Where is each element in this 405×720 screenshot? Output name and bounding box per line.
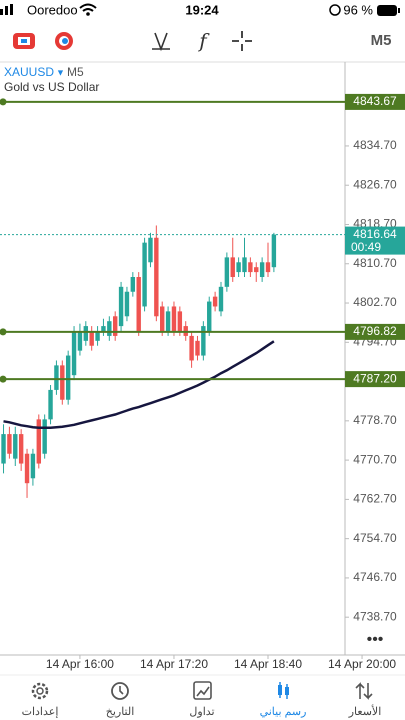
candle-body bbox=[265, 262, 271, 273]
level-label: 4796.82 bbox=[353, 324, 397, 338]
objects-button[interactable] bbox=[152, 32, 170, 52]
candle-body bbox=[13, 434, 18, 459]
y-tick-label: 4754.70 bbox=[353, 531, 397, 545]
candle-body bbox=[65, 355, 71, 400]
candle-body bbox=[254, 267, 259, 273]
candle-body bbox=[24, 453, 30, 484]
candle-body bbox=[30, 453, 36, 479]
y-tick-label: 4770.70 bbox=[353, 452, 397, 466]
carrier: Ooredoo bbox=[27, 2, 78, 17]
chart-timeframe: M5 bbox=[67, 65, 84, 79]
x-tick-label: 14 Apr 16:00 bbox=[46, 657, 114, 671]
symbol[interactable]: XAUUSD bbox=[4, 65, 54, 79]
candle-body bbox=[154, 237, 159, 317]
nav-label[interactable]: التاريخ bbox=[106, 706, 135, 718]
current-price-box bbox=[345, 226, 405, 255]
candle-body bbox=[107, 321, 112, 336]
candle-body bbox=[224, 257, 230, 287]
bottom-nav bbox=[0, 674, 405, 700]
candle-body bbox=[230, 257, 235, 278]
battery-percent: 96 % bbox=[343, 2, 373, 17]
level-label-box bbox=[345, 93, 405, 110]
candle-body bbox=[160, 306, 165, 332]
candle-body bbox=[271, 234, 277, 268]
toolbar: f M5 bbox=[13, 29, 391, 53]
candle-body bbox=[212, 296, 218, 307]
candle-body bbox=[71, 331, 77, 376]
candle-body bbox=[207, 301, 212, 332]
x-tick-label: 14 Apr 20:00 bbox=[328, 657, 396, 671]
candle-body bbox=[142, 242, 147, 307]
nav-label[interactable]: تداول bbox=[189, 706, 214, 718]
candle-body bbox=[89, 331, 94, 346]
functions-button[interactable]: f bbox=[197, 29, 210, 53]
candle-body bbox=[118, 286, 124, 327]
candle-body bbox=[242, 257, 247, 273]
symbol-description: Gold vs US Dollar bbox=[4, 80, 99, 94]
candle-body bbox=[136, 277, 141, 332]
menu-dots[interactable]: ••• bbox=[367, 631, 384, 648]
candle-body bbox=[130, 277, 136, 292]
level-label-box bbox=[345, 371, 405, 388]
clock: 19:24 bbox=[185, 2, 219, 17]
candle-body bbox=[42, 419, 47, 454]
candle-body bbox=[124, 291, 130, 317]
level-label: 4787.20 bbox=[353, 371, 397, 385]
svg-text:▼: ▼ bbox=[56, 67, 65, 77]
candle-body bbox=[259, 262, 265, 278]
y-tick-label: 4762.70 bbox=[353, 492, 397, 506]
candle-body bbox=[148, 237, 153, 263]
candle-body bbox=[36, 419, 41, 464]
nav-label[interactable]: إعدادات bbox=[22, 706, 59, 718]
x-tick-label: 14 Apr 17:20 bbox=[140, 657, 208, 671]
nav-label[interactable]: رسم بياني bbox=[260, 706, 307, 718]
level-handle bbox=[0, 375, 7, 383]
level-label: 4843.67 bbox=[353, 94, 397, 108]
candle-body bbox=[195, 340, 200, 356]
candle-body bbox=[83, 326, 89, 341]
bar-countdown: 00:49 bbox=[351, 240, 381, 254]
y-tick-label: 4834.70 bbox=[353, 138, 397, 152]
candle-body bbox=[77, 331, 83, 351]
y-tick-label: 4738.70 bbox=[353, 609, 397, 623]
y-tick-label: 4778.70 bbox=[353, 413, 397, 427]
candle-body bbox=[60, 365, 65, 400]
candle-body bbox=[112, 316, 118, 336]
moving-average bbox=[3, 340, 275, 429]
level-handle bbox=[0, 98, 7, 106]
candle-body bbox=[1, 434, 6, 464]
candle-body bbox=[101, 326, 106, 332]
candle-body bbox=[18, 434, 24, 464]
x-tick-label: 14 Apr 18:40 bbox=[234, 657, 302, 671]
candle-body bbox=[165, 311, 171, 332]
candle-body bbox=[171, 306, 177, 332]
candle-body bbox=[177, 311, 183, 332]
candle-body bbox=[7, 434, 12, 454]
candle-body bbox=[95, 331, 100, 341]
candle-body bbox=[54, 365, 59, 390]
y-tick-label: 4802.70 bbox=[353, 295, 397, 309]
candle-body bbox=[201, 326, 206, 356]
current-price-label: 4816.64 bbox=[353, 227, 397, 241]
timeframe-button[interactable]: M5 bbox=[371, 32, 392, 49]
y-tick-label: 4746.70 bbox=[353, 570, 397, 584]
candle-body bbox=[248, 262, 253, 273]
candle-body bbox=[236, 262, 241, 273]
candle-body bbox=[218, 286, 224, 312]
y-tick-label: 4826.70 bbox=[353, 177, 397, 191]
level-label-box bbox=[345, 323, 405, 340]
nav-label[interactable]: الأسعار bbox=[348, 704, 382, 718]
candle-body bbox=[48, 389, 53, 420]
candle-body bbox=[189, 335, 194, 361]
level-handle bbox=[0, 328, 7, 336]
crosshair-button[interactable] bbox=[232, 31, 252, 51]
y-tick-label: 4810.70 bbox=[353, 256, 397, 270]
